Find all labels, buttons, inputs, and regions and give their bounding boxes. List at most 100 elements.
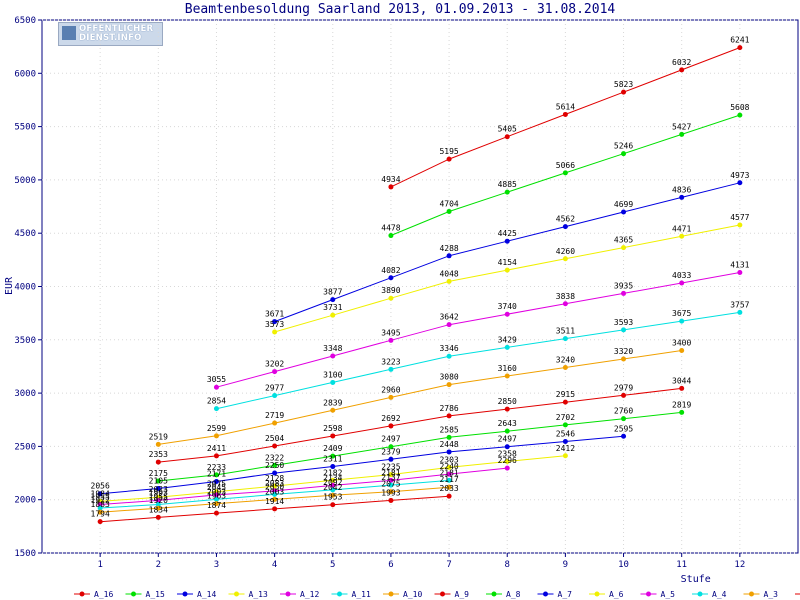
legend-label: A_12	[300, 590, 319, 599]
data-label: 3731	[323, 303, 342, 312]
data-point	[737, 112, 743, 118]
data-point	[446, 413, 452, 419]
series-line	[158, 350, 682, 445]
data-point	[155, 514, 161, 520]
x-axis-label: Stufe	[681, 574, 711, 585]
data-label: 5823	[614, 80, 633, 89]
data-point	[504, 189, 510, 195]
data-label: 2311	[323, 455, 342, 464]
data-label: 6241	[730, 36, 749, 45]
data-label: 1794	[91, 510, 110, 519]
logo-icon	[62, 26, 76, 40]
data-label: 5066	[556, 161, 575, 170]
data-point	[213, 453, 219, 459]
data-label: 4934	[381, 175, 400, 184]
legend-swatch-marker	[646, 591, 651, 597]
data-point	[562, 256, 568, 262]
data-point	[272, 393, 278, 399]
y-tick-label: 4000	[14, 283, 36, 293]
data-label: 3044	[672, 376, 691, 385]
data-label: 2839	[323, 398, 342, 407]
data-point	[155, 441, 161, 447]
data-label: 2915	[556, 390, 575, 399]
data-label: 3100	[323, 370, 342, 379]
data-point	[504, 465, 510, 471]
data-point	[679, 233, 685, 239]
data-label: 2497	[381, 435, 400, 444]
data-label: 3346	[439, 344, 458, 353]
legend-swatch-marker	[594, 591, 600, 597]
data-label: 2105	[149, 477, 168, 486]
data-label: 1984	[91, 489, 110, 498]
data-point	[330, 477, 336, 483]
data-point	[446, 322, 452, 328]
data-point	[388, 472, 394, 478]
data-label: 4577	[730, 213, 749, 222]
data-point	[97, 491, 103, 497]
data-label: 1993	[149, 488, 168, 497]
data-point	[504, 459, 510, 465]
data-label: 2692	[381, 414, 400, 423]
data-point	[737, 222, 743, 228]
data-point	[621, 416, 627, 422]
data-point	[737, 45, 743, 51]
data-point	[330, 487, 336, 493]
x-tick-label: 5	[330, 560, 335, 570]
data-point	[504, 311, 510, 317]
data-point	[213, 496, 219, 502]
data-point	[679, 280, 685, 286]
data-point	[388, 184, 394, 190]
data-label: 3671	[265, 310, 284, 319]
legend-swatch-marker	[491, 591, 497, 597]
data-point	[446, 382, 452, 388]
data-label: 4478	[381, 224, 400, 233]
data-point	[155, 478, 161, 484]
data-label: 2379	[381, 447, 400, 456]
legend-swatch-marker	[337, 591, 342, 597]
data-label: 1874	[207, 501, 226, 510]
x-tick-label: 11	[676, 560, 687, 570]
data-label: 2546	[556, 429, 575, 438]
data-point	[155, 497, 161, 503]
data-label: 2075	[207, 480, 226, 489]
data-point	[621, 433, 627, 439]
data-point	[388, 366, 394, 372]
data-label: 1920	[149, 496, 168, 505]
data-label: 4154	[498, 258, 517, 267]
data-label: 5608	[730, 103, 749, 112]
data-label: 4131	[730, 261, 749, 270]
legend-swatch-marker	[79, 591, 85, 597]
data-label: 2233	[207, 463, 226, 472]
data-label: 3593	[614, 318, 633, 327]
data-label: 2128	[265, 474, 284, 483]
data-point	[97, 509, 103, 515]
x-tick-label: 8	[505, 560, 510, 570]
data-point	[213, 433, 219, 439]
data-label: 2702	[556, 413, 575, 422]
data-label: 3202	[265, 360, 284, 369]
data-point	[621, 290, 627, 296]
data-point	[446, 449, 452, 455]
data-point	[679, 347, 685, 353]
data-label: 5614	[556, 102, 575, 111]
data-label: 2250	[265, 461, 284, 470]
series-line	[158, 411, 682, 482]
data-label: 4260	[556, 247, 575, 256]
data-label: 2235	[381, 463, 400, 472]
logo-text-line-2: DIENST.INFO	[79, 33, 142, 43]
series-line	[216, 311, 740, 410]
data-label: 2322	[265, 453, 284, 462]
data-label: 2409	[323, 444, 342, 453]
legend-label: A_13	[249, 590, 268, 599]
data-label: 2303	[439, 455, 458, 464]
data-label: 3223	[381, 357, 400, 366]
data-label: 5195	[439, 147, 458, 156]
data-label: 3080	[439, 373, 458, 382]
data-point	[562, 111, 568, 117]
data-label: 5427	[672, 122, 691, 131]
data-point	[388, 394, 394, 400]
data-point	[330, 482, 336, 488]
data-label: 2033	[439, 484, 458, 493]
